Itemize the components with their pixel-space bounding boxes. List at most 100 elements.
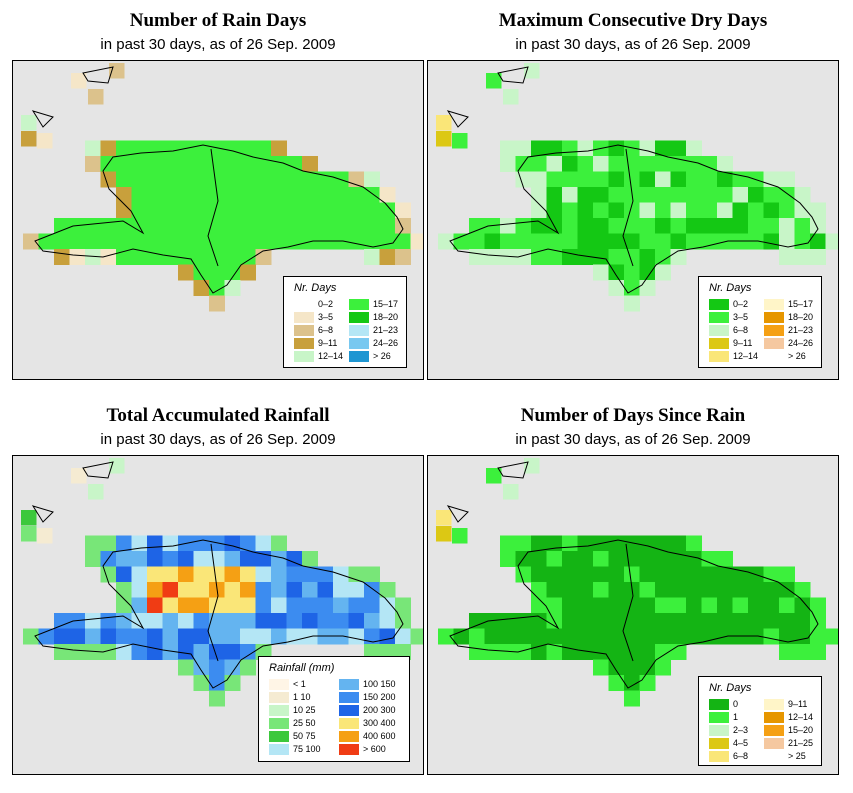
legend-label: 9–11 <box>733 338 753 348</box>
grid-cell <box>162 566 179 583</box>
grid-cell <box>286 628 303 645</box>
grid-cell <box>608 202 625 219</box>
legend-label: 21–23 <box>788 325 814 335</box>
legend-swatch <box>294 299 314 310</box>
legend-swatch <box>339 731 359 742</box>
grid-cell <box>562 171 578 188</box>
grid-cell <box>240 535 256 552</box>
legend-label: 12–14 <box>733 351 759 361</box>
grid-cell <box>364 218 380 234</box>
coastline <box>31 110 54 128</box>
grid-cell <box>484 628 501 645</box>
legend-swatch <box>709 312 729 323</box>
grid-cell <box>670 187 687 203</box>
grid-cell <box>193 582 210 598</box>
legend-swatch <box>709 299 729 310</box>
grid-cell <box>162 187 179 203</box>
grid-cell <box>209 535 225 552</box>
grid-cell <box>162 582 179 598</box>
grid-cell <box>810 644 826 660</box>
grid-cell <box>147 218 163 234</box>
legend-swatch <box>269 705 289 716</box>
map-rain-days: Nr. Days 0–2 3–5 6–8 9–11 12–14 15–17 18–20 21–… <box>12 60 424 380</box>
grid-cell <box>486 73 502 89</box>
grid-cell <box>224 140 241 157</box>
grid-cell <box>131 202 148 219</box>
grid-cell <box>500 628 516 645</box>
panel-subtitle: in past 30 days, as of 26 Sep. 2009 <box>100 431 336 448</box>
grid-cell <box>593 202 609 219</box>
grid-cell <box>88 89 104 105</box>
grid-cell <box>193 202 210 219</box>
map-legend: Nr. Days 0–2 3–5 6–8 9–11 12–14 15–17 18–20 21–… <box>698 276 822 368</box>
grid-cell <box>779 218 795 234</box>
legend-label: > 600 <box>363 744 386 754</box>
grid-cell <box>333 187 349 203</box>
grid-cell <box>162 597 179 614</box>
grid-cell <box>240 551 256 567</box>
grid-cell <box>116 156 132 172</box>
grid-cell <box>193 156 210 172</box>
grid-cell <box>178 659 194 676</box>
grid-cell <box>286 597 303 614</box>
grid-cell <box>531 551 547 567</box>
grid-cell <box>162 202 179 219</box>
grid-cell <box>469 218 485 234</box>
legend-label: 9–11 <box>318 338 338 348</box>
grid-cell <box>484 233 501 250</box>
grid-cell <box>577 202 594 219</box>
grid-cell <box>436 526 452 542</box>
grid-cell <box>810 613 826 629</box>
legend-swatch <box>339 705 359 716</box>
grid-cell <box>193 187 210 203</box>
map-legend: Nr. Days 0 1 2–3 4–5 6–8 9–11 12–14 15–20 21–25 >… <box>698 676 822 766</box>
grid-cell <box>624 644 640 660</box>
grid-cell <box>364 249 380 265</box>
grid-cell <box>593 156 609 172</box>
grid-cell <box>21 510 37 526</box>
grid-cell <box>701 597 718 614</box>
panel-title: Total Accumulated Rainfall <box>106 405 330 426</box>
grid-cell <box>655 140 671 157</box>
grid-cell <box>515 628 532 645</box>
grid-cell <box>562 582 578 598</box>
grid-cell <box>224 218 241 234</box>
grid-cell <box>732 218 749 234</box>
grid-cell <box>162 628 179 645</box>
legend-swatch <box>764 312 784 323</box>
grid-cell <box>484 644 501 660</box>
grid-cell <box>286 202 303 219</box>
coastline <box>497 66 529 84</box>
grid-cell <box>193 675 210 691</box>
grid-cell <box>763 582 780 598</box>
map-grid <box>436 458 838 707</box>
grid-cell <box>302 156 318 172</box>
coastline <box>622 148 634 267</box>
grid-cell <box>515 535 532 552</box>
grid-cell <box>224 675 241 691</box>
grid-cell <box>302 597 318 614</box>
grid-cell <box>794 613 811 629</box>
map-grid <box>21 458 423 707</box>
grid-cell <box>794 249 811 265</box>
grid-cell <box>670 582 687 598</box>
grid-cell <box>255 566 272 583</box>
grid-cell <box>147 628 163 645</box>
grid-cell <box>546 171 563 188</box>
grid-cell <box>178 566 194 583</box>
legend-swatch <box>709 751 729 762</box>
grid-cell <box>116 597 132 614</box>
legend-label: 2–3 <box>733 725 749 735</box>
grid-cell <box>302 171 318 188</box>
grid-cell <box>333 202 349 219</box>
grid-cell <box>655 566 671 583</box>
grid-cell <box>147 233 163 250</box>
map-days-since-rain: Nr. Days 0 1 2–3 4–5 6–8 9–11 12–14 15–20 21–25 >… <box>427 455 839 775</box>
grid-cell <box>779 171 795 188</box>
legend-label: 6–8 <box>318 325 334 335</box>
grid-cell <box>500 233 516 250</box>
coastline <box>207 543 219 662</box>
grid-cell <box>670 218 687 234</box>
grid-cell <box>271 613 287 629</box>
grid-cell <box>116 187 132 203</box>
